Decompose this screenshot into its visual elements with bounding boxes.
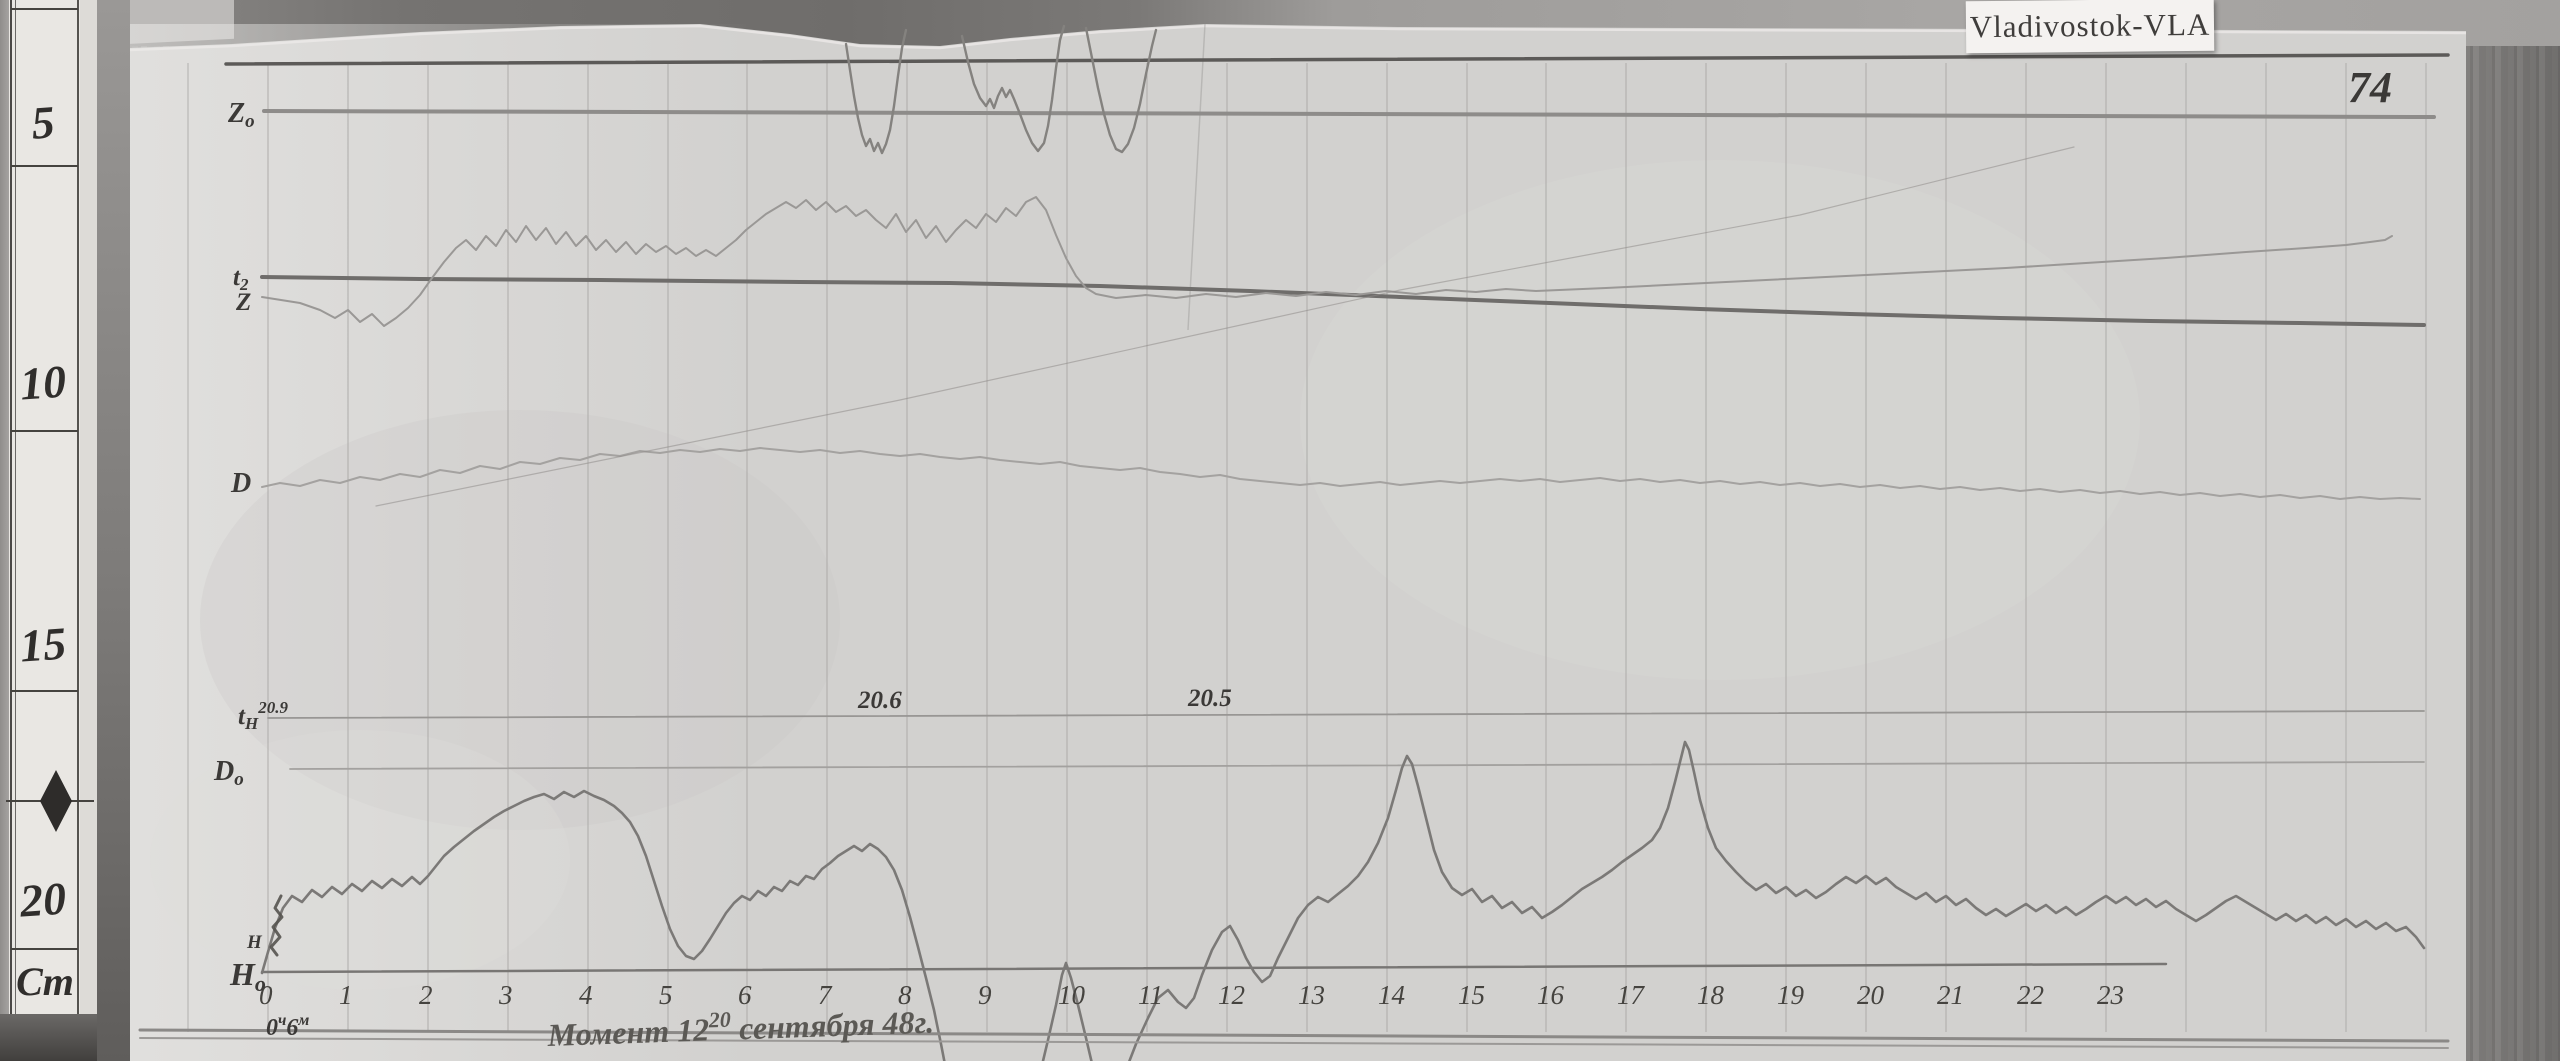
hour-label-1: 1 bbox=[339, 980, 353, 1010]
diamond-marker-icon bbox=[40, 770, 72, 832]
ruler-mark-15: 15 bbox=[18, 617, 68, 672]
paper-crease bbox=[1187, 23, 1206, 331]
hour-label-15: 15 bbox=[1458, 980, 1485, 1010]
ruler: 5 10 15 20 Cm bbox=[0, 0, 97, 1061]
hour-label-20: 20 bbox=[1857, 980, 1885, 1010]
hour-label-7: 7 bbox=[818, 980, 833, 1010]
ruler-left-edge bbox=[0, 0, 9, 1061]
hour-label-10: 10 bbox=[1058, 980, 1086, 1010]
ruler-line bbox=[77, 0, 79, 1061]
ruler-mark-10: 10 bbox=[18, 355, 68, 410]
trace-t2-trace bbox=[260, 275, 2426, 327]
label-z: Z bbox=[235, 289, 251, 316]
hour-label-23: 23 bbox=[2097, 980, 2124, 1010]
label-inscription: Момент 1220 сентября 48г. bbox=[546, 1000, 935, 1053]
ruler-tick bbox=[11, 8, 78, 10]
hour-label-17: 17 bbox=[1617, 980, 1646, 1010]
label-start-time: 0ч6м bbox=[266, 1012, 309, 1041]
trace-th-line bbox=[267, 710, 2425, 719]
paper-stain bbox=[150, 730, 570, 990]
hour-label-11: 11 bbox=[1138, 980, 1163, 1010]
hour-label-3: 3 bbox=[498, 980, 513, 1010]
trace-bottom-rule-2 bbox=[139, 1037, 2449, 1049]
hour-gridlines bbox=[187, 63, 2427, 1032]
trace-h-trace bbox=[1041, 740, 2426, 1061]
hour-label-12: 12 bbox=[1218, 980, 1245, 1010]
ruler-mark-5: 5 bbox=[29, 96, 57, 149]
trace-h-offscale-top bbox=[1084, 26, 1158, 154]
hour-label-2: 2 bbox=[419, 980, 433, 1010]
station-card-label: Vladivostok-VLA bbox=[1969, 6, 2211, 45]
hour-label-14: 14 bbox=[1378, 980, 1405, 1010]
hour-label-18: 18 bbox=[1697, 980, 1725, 1010]
paper-light-gradient bbox=[130, 24, 750, 1061]
trace-h0-axis bbox=[260, 962, 2168, 974]
trace-h-offscale-top bbox=[844, 28, 908, 155]
trace-top-border bbox=[224, 53, 2450, 66]
hour-label-8: 8 bbox=[898, 980, 912, 1010]
label-z0: Zo bbox=[227, 98, 255, 132]
label-h0: Ho bbox=[229, 956, 266, 996]
gap-between-ruler-and-sheet bbox=[97, 0, 130, 1061]
trace-scratch bbox=[375, 146, 2075, 507]
hour-label-16: 16 bbox=[1537, 980, 1565, 1010]
hour-label-0: 0 bbox=[259, 980, 273, 1010]
trace-smudge bbox=[269, 894, 284, 957]
station-card: Vladivostok-VLA bbox=[1965, 0, 2215, 54]
hour-label-6: 6 bbox=[738, 980, 752, 1010]
label-page-number: 74 bbox=[2348, 63, 2392, 112]
ruler-tick bbox=[11, 430, 78, 432]
trace-z-trace bbox=[261, 196, 2393, 327]
ruler-line bbox=[15, 0, 16, 1061]
hour-label-22: 22 bbox=[2017, 980, 2044, 1010]
hour-label-21: 21 bbox=[1937, 980, 1964, 1010]
ruler-bottom-shadow bbox=[0, 1014, 97, 1061]
label-h-print: H bbox=[246, 932, 263, 953]
handwritten-labels: 0 1 2 3 4 5 6 7 8 9 10 11 12 13 14 15 16 17 18 19 20 21 22 23Zo… bbox=[213, 63, 2392, 1053]
label-d: D bbox=[230, 468, 251, 499]
trace-h-trace bbox=[260, 789, 946, 1061]
trace-d-trace bbox=[261, 447, 2421, 500]
label-th-value-206: 20.6 bbox=[857, 687, 902, 714]
ruler-right-margin bbox=[80, 0, 97, 1061]
paper-stain bbox=[200, 410, 840, 830]
ruler-line bbox=[10, 0, 12, 1061]
label-th-value-205: 20.5 bbox=[1187, 685, 1232, 712]
hour-label-9: 9 bbox=[978, 980, 992, 1010]
hour-label-13: 13 bbox=[1298, 980, 1325, 1010]
label-th: tH20.9 bbox=[238, 698, 288, 733]
hour-label-5: 5 bbox=[659, 980, 673, 1010]
label-t2: t2 bbox=[233, 264, 249, 294]
recorded-traces bbox=[138, 24, 2450, 1061]
ruler-mark-20: 20 bbox=[18, 872, 68, 927]
trace-bottom-rule-1 bbox=[138, 1028, 2450, 1043]
wood-shade bbox=[2465, 0, 2560, 1061]
trace-h-offscale-top bbox=[960, 24, 1066, 153]
ruler-unit-label: Cm bbox=[16, 959, 74, 1004]
trace-d0-line bbox=[289, 761, 2425, 770]
ruler-tick bbox=[11, 165, 78, 167]
hour-label-4: 4 bbox=[579, 980, 593, 1010]
trace-z0-baseline bbox=[262, 109, 2436, 119]
paper-stain bbox=[1300, 160, 2140, 680]
ruler-tick bbox=[11, 948, 78, 950]
label-d0: Do bbox=[213, 756, 244, 790]
ruler-tick bbox=[11, 690, 78, 692]
hour-label-19: 19 bbox=[1777, 980, 1805, 1010]
